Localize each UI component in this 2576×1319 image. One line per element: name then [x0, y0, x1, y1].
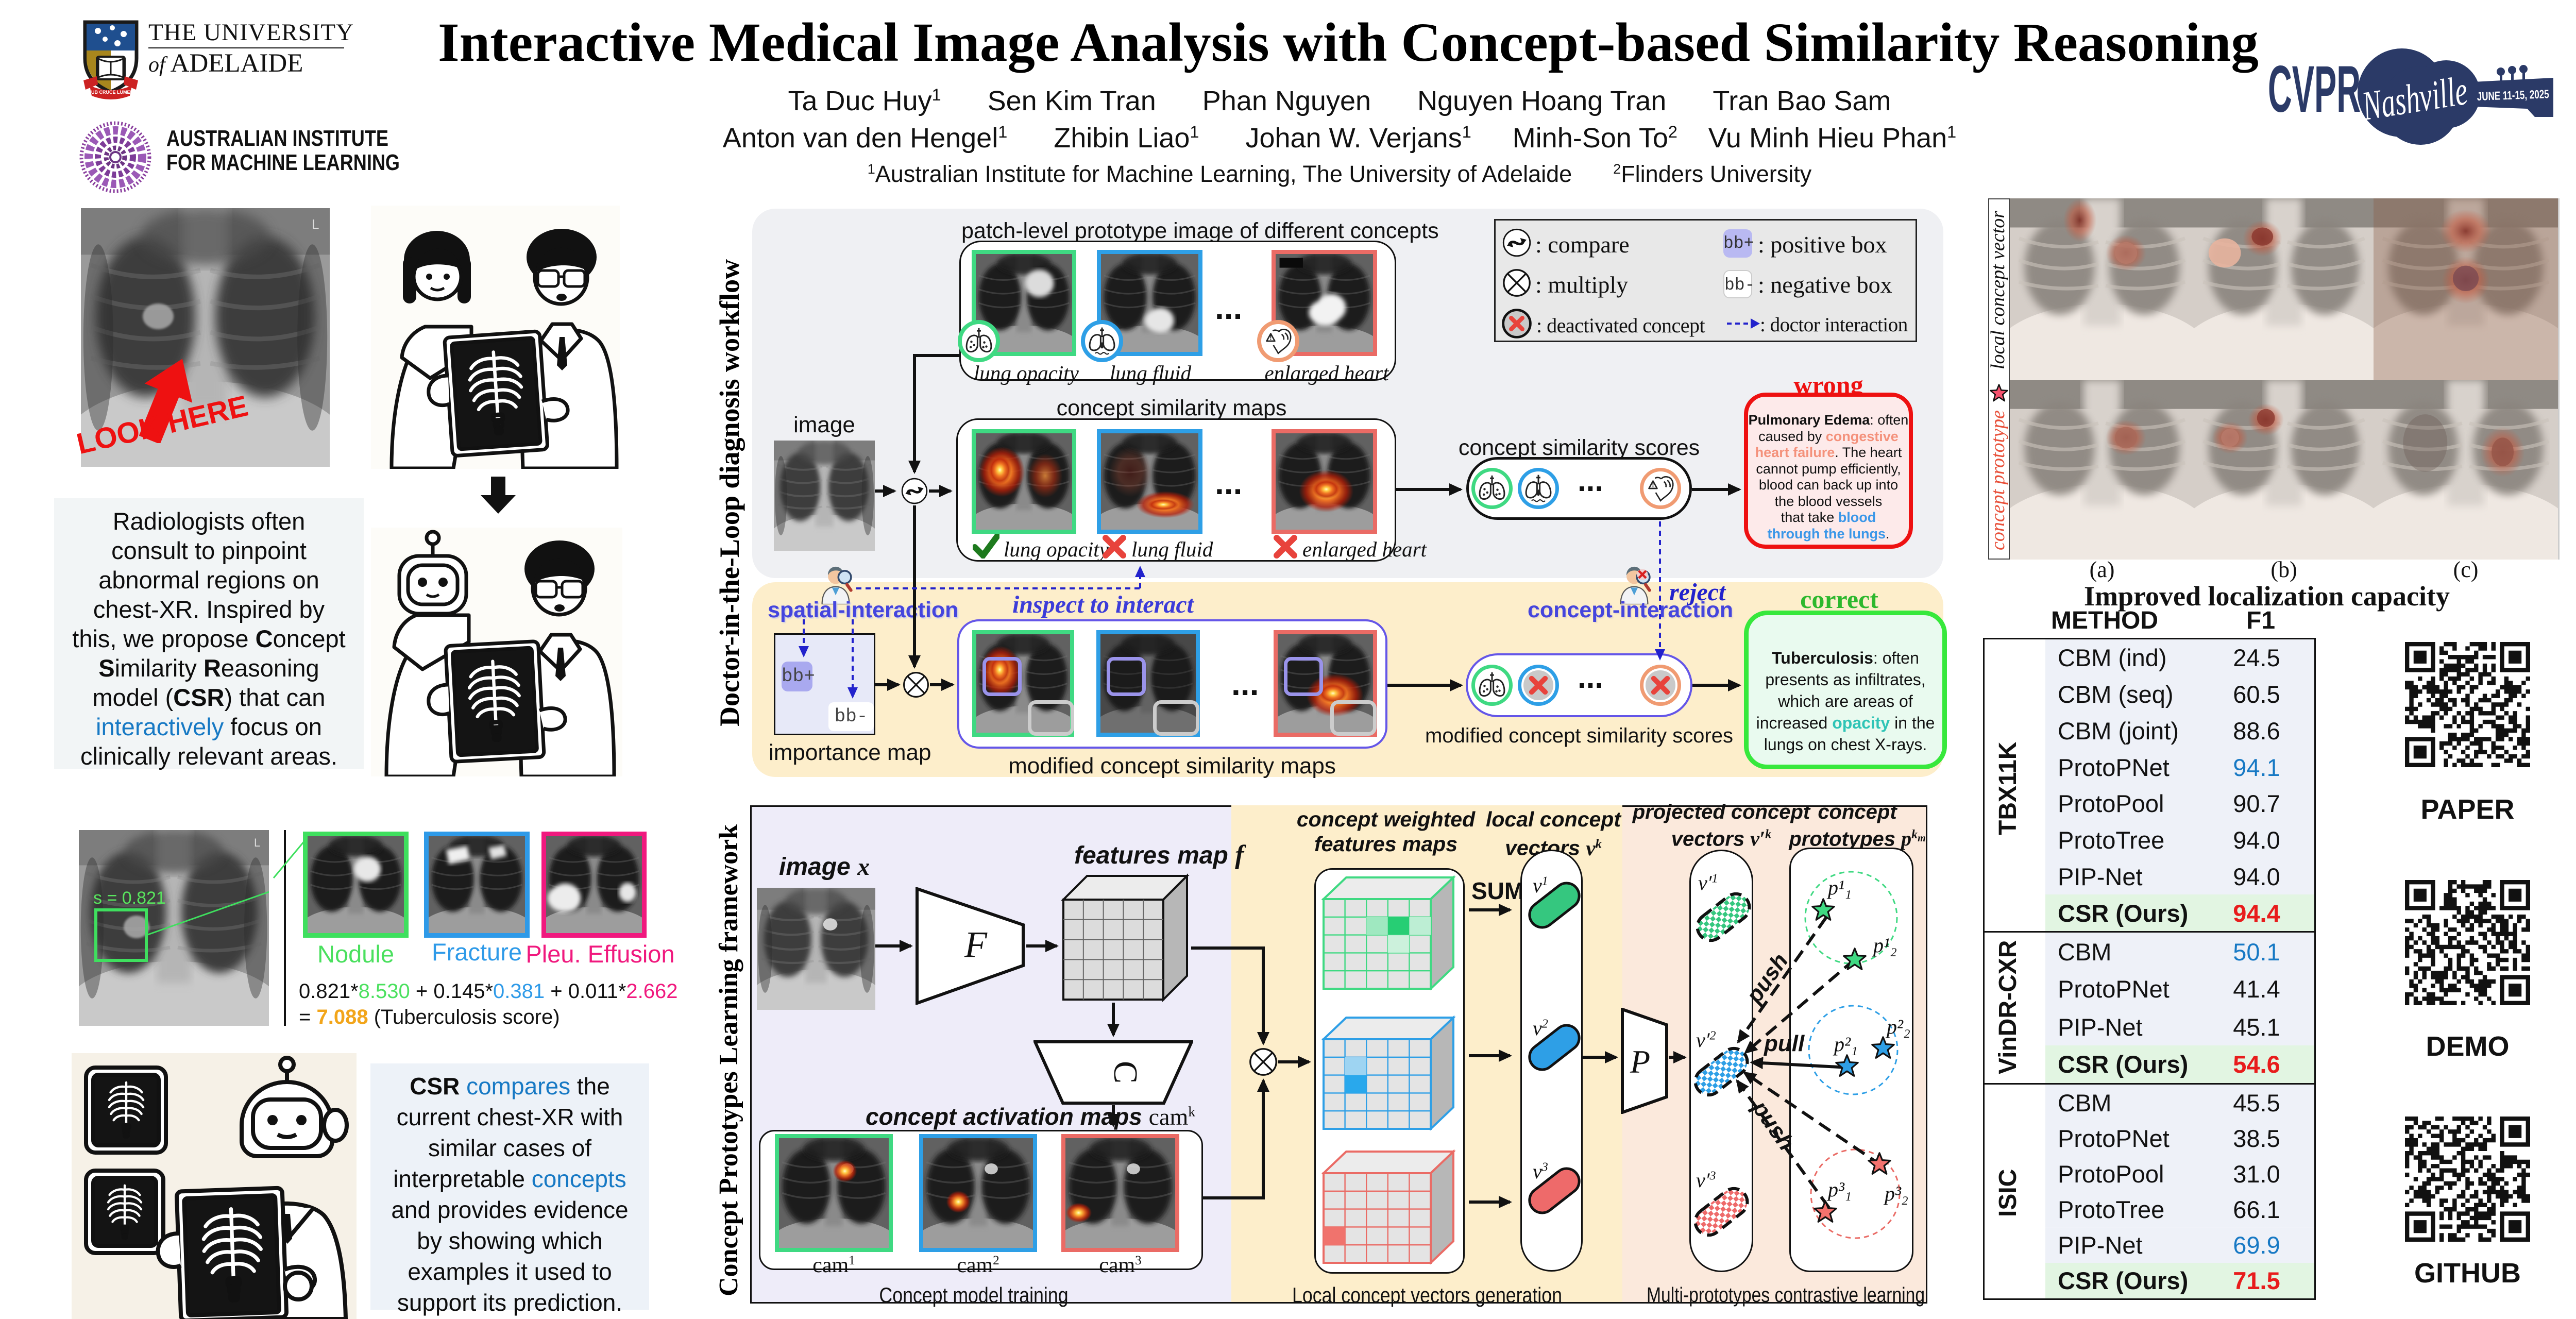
svg-text:SUB CRUCE LUMEN: SUB CRUCE LUMEN	[88, 90, 133, 95]
svg-text:P: P	[1630, 1043, 1650, 1080]
svg-text:L: L	[312, 216, 319, 232]
svg-text:C: C	[1107, 1061, 1144, 1084]
svg-text:JUNE 11-15, 2025: JUNE 11-15, 2025	[2477, 87, 2549, 103]
svg-text:p²₁: p²₁	[1833, 1033, 1858, 1056]
svg-text:p²₂: p²₂	[1885, 1015, 1910, 1038]
svg-text:p¹₁: p¹₁	[1826, 876, 1852, 899]
svg-text:F: F	[964, 924, 988, 965]
svg-text:s = 0.821: s = 0.821	[93, 888, 166, 908]
svg-text:pull: pull	[1764, 1031, 1805, 1056]
svg-text:p³₁: p³₁	[1826, 1178, 1852, 1201]
svg-text:L: L	[254, 836, 260, 849]
svg-text:p¹₂: p¹₂	[1872, 934, 1897, 957]
svg-text:push: push	[1741, 949, 1793, 1008]
svg-text:CVPR: CVPR	[2268, 53, 2361, 126]
svg-text:p³₂: p³₂	[1883, 1182, 1908, 1205]
